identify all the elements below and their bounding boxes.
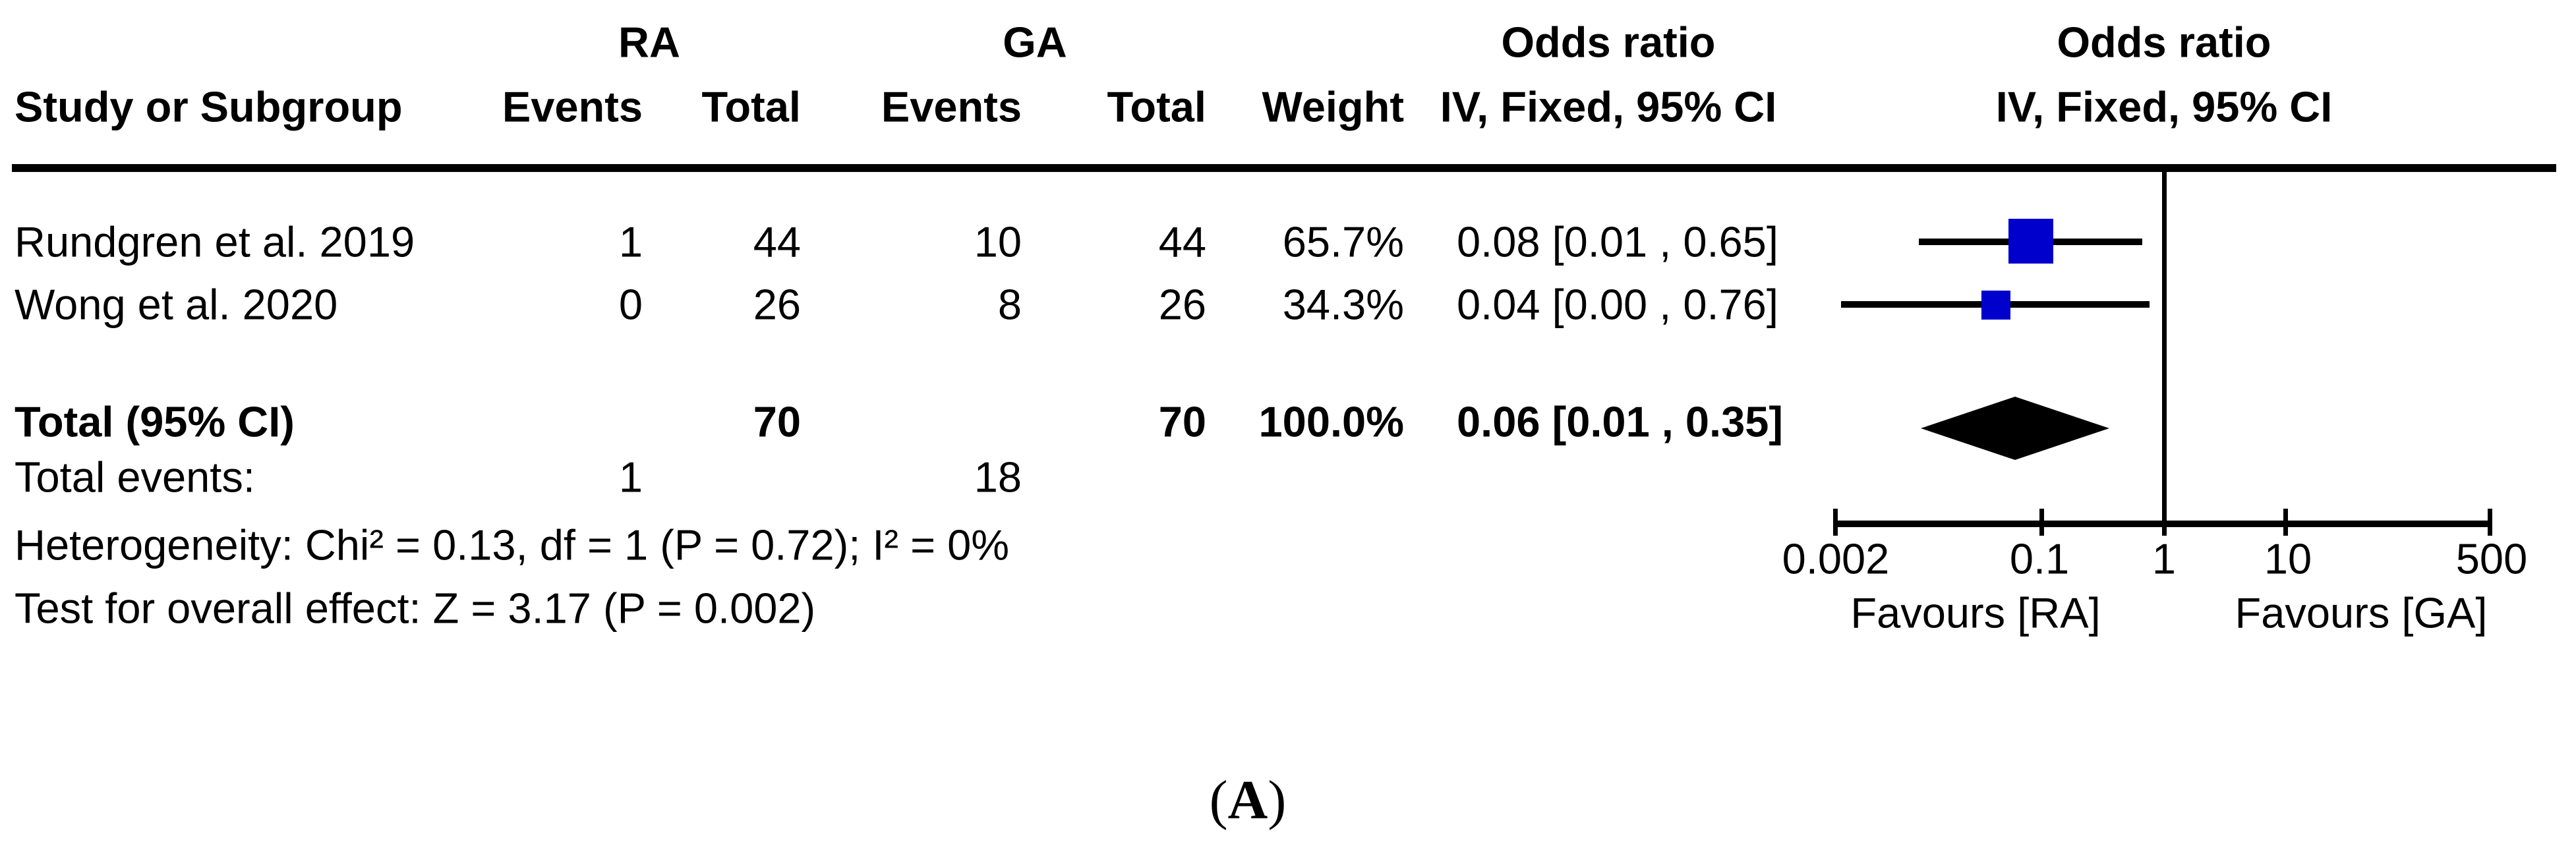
ga-total-value: 44 <box>1158 217 1206 266</box>
odds-ratio-header-text: Odds ratio <box>1501 18 1716 67</box>
group-header-ga: GA <box>1003 18 1067 67</box>
ra-events-value: 0 <box>618 280 643 329</box>
x-tick-label: 0.002 <box>1782 534 1890 583</box>
caption-letter: A <box>1227 770 1268 831</box>
panel-caption: (A) <box>1210 773 1287 828</box>
odds-ratio-header-plot: Odds ratio <box>2057 18 2271 67</box>
ga-total-value: 26 <box>1158 280 1206 329</box>
x-tick-label: 1 <box>2152 534 2177 583</box>
header-separator-line <box>12 164 2556 172</box>
ga-events-value: 10 <box>974 217 1022 266</box>
weight-value: 65.7% <box>1282 217 1404 266</box>
x-tick-label: 0.1 <box>2009 534 2070 583</box>
total-events-ga-value: 18 <box>974 453 1022 501</box>
col-header-ra-total: Total <box>701 82 801 131</box>
col-header-effect-plot: IV, Fixed, 95% CI <box>1995 82 2333 131</box>
ga-events-value: 8 <box>997 280 1022 329</box>
study-weight-square <box>1981 291 2010 320</box>
col-header-weight: Weight <box>1262 82 1404 131</box>
weight-value: 34.3% <box>1282 280 1404 329</box>
favours-left-label: Favours [RA] <box>1850 588 2101 637</box>
x-axis-tick-01 <box>2039 509 2044 536</box>
x-tick-label: 10 <box>2264 534 2312 583</box>
null-effect-line <box>2162 172 2167 524</box>
col-header-effect-text: IV, Fixed, 95% CI <box>1440 82 1777 131</box>
x-axis-tick-0002 <box>1833 509 1838 536</box>
ra-events-value: 1 <box>618 217 643 266</box>
ra-total-value: 44 <box>753 217 801 266</box>
study-name: Rundgren et al. 2019 <box>15 217 415 266</box>
or-ci-value: 0.04 [0.00 , 0.76] <box>1457 280 1778 329</box>
heterogeneity-text: Heterogeneity: Chi² = 0.13, df = 1 (P = … <box>15 521 1010 569</box>
total-or-ci-value: 0.06 [0.01 , 0.35] <box>1457 397 1784 446</box>
total-ra-total-value: 70 <box>753 397 801 446</box>
total-ga-total-value: 70 <box>1158 397 1206 446</box>
x-tick-label: 500 <box>2455 534 2528 583</box>
study-name: Wong et al. 2020 <box>15 280 338 329</box>
overall-effect-text: Test for overall effect: Z = 3.17 (P = 0… <box>15 584 816 633</box>
col-header-ga-total: Total <box>1107 82 1206 131</box>
x-axis-tick-10 <box>2283 509 2288 536</box>
col-header-ga-events: Events <box>881 82 1022 131</box>
caption-open-paren: ( <box>1209 770 1228 831</box>
total-weight-value: 100.0% <box>1258 397 1404 446</box>
col-header-ra-events: Events <box>502 82 643 131</box>
total-row-label: Total (95% CI) <box>15 397 295 446</box>
ra-total-value: 26 <box>753 280 801 329</box>
study-weight-square <box>2008 219 2053 264</box>
favours-right-label: Favours [GA] <box>2235 588 2488 637</box>
or-ci-value: 0.08 [0.01 , 0.65] <box>1457 217 1778 266</box>
pooled-diamond <box>1921 397 2109 460</box>
x-axis-tick-1 <box>2162 509 2167 536</box>
group-header-ra: RA <box>618 18 680 67</box>
caption-close-paren: ) <box>1268 770 1287 831</box>
total-events-label: Total events: <box>15 453 255 501</box>
total-events-ra-value: 1 <box>618 453 643 501</box>
x-axis-tick-500 <box>2488 509 2492 536</box>
col-header-study: Study or Subgroup <box>15 82 403 131</box>
